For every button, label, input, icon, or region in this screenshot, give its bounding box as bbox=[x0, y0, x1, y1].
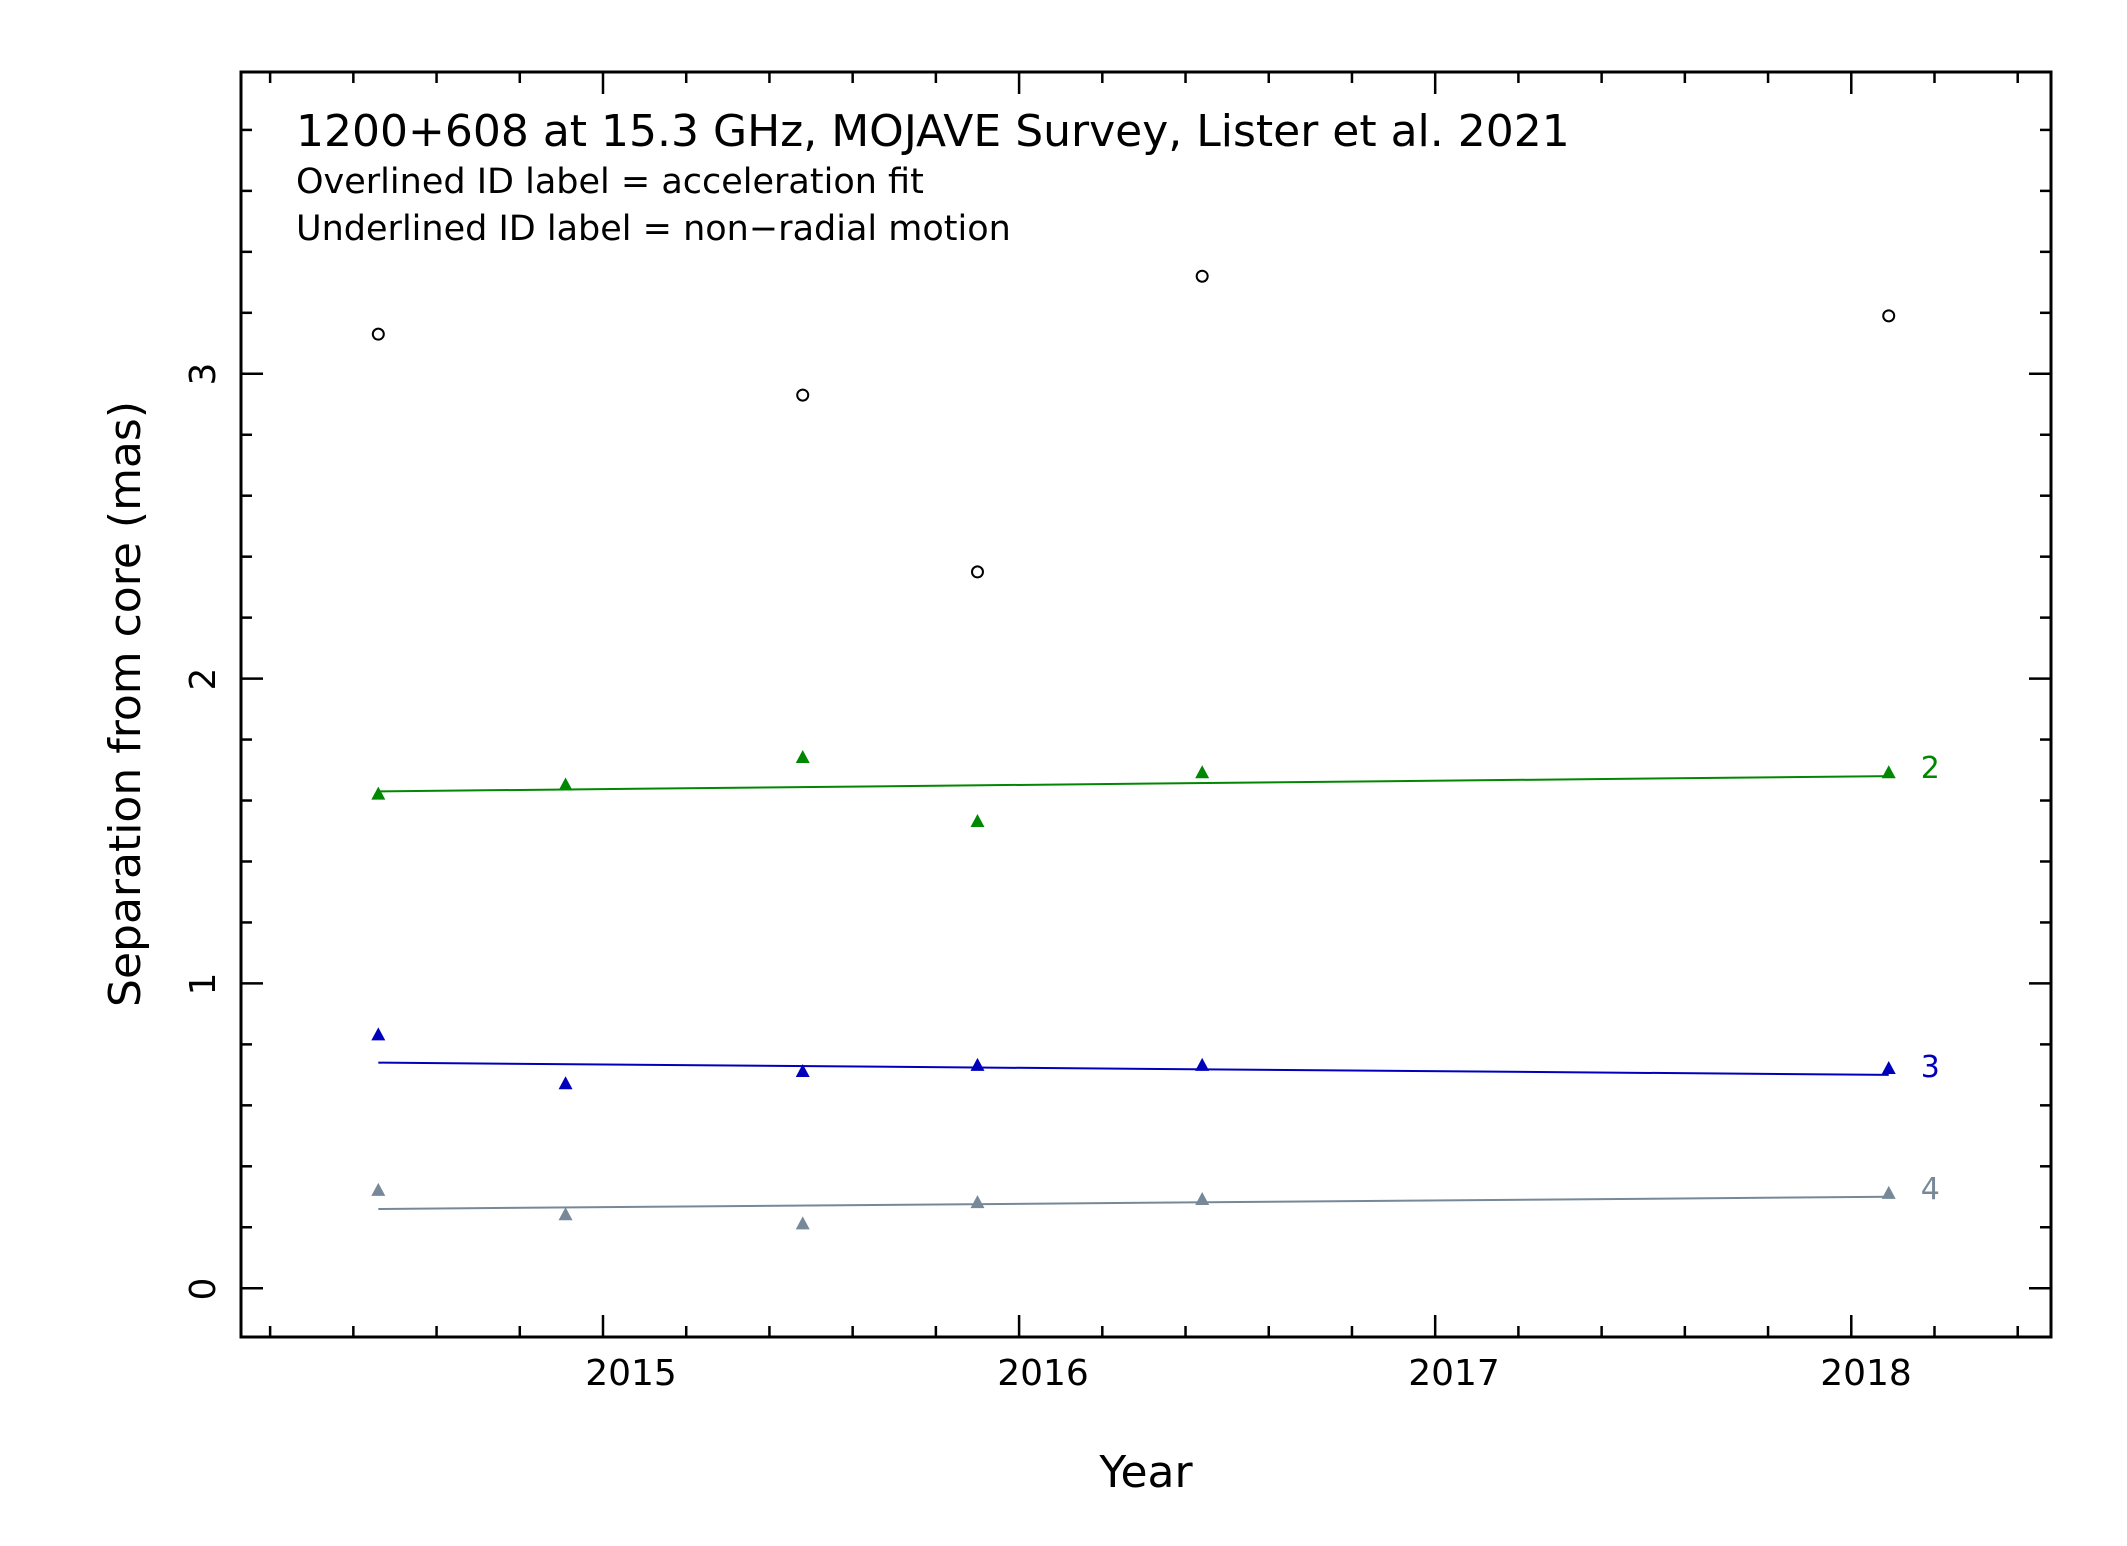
data-point-unlabeled bbox=[970, 565, 984, 579]
y-tick-label: 1 bbox=[183, 973, 224, 996]
data-point-unlabeled bbox=[796, 388, 810, 402]
data-point-3 bbox=[1195, 1057, 1210, 1071]
y-tick-labels: 0 1 2 3 bbox=[183, 363, 224, 1301]
data-point-4 bbox=[795, 1216, 810, 1230]
note-overlined: Overlined ID label = acceleration fit bbox=[296, 162, 924, 202]
x-tick-label: 2016 bbox=[997, 1353, 1089, 1394]
note-underlined: Underlined ID label = non−radial motion bbox=[296, 209, 1011, 249]
data-point-unlabeled bbox=[371, 327, 385, 341]
x-tick-label: 2018 bbox=[1820, 1353, 1912, 1394]
data-point-3 bbox=[970, 1057, 985, 1071]
data-point-3 bbox=[558, 1076, 573, 1090]
axis-ticks bbox=[241, 72, 2051, 1337]
y-tick-label: 3 bbox=[183, 363, 224, 386]
data-point-4 bbox=[970, 1195, 985, 1209]
data-point-3 bbox=[1881, 1060, 1896, 1074]
x-tick-label: 2017 bbox=[1408, 1353, 1500, 1394]
series-id-labels: 2 3 4 bbox=[1921, 751, 1940, 1207]
y-tick-label: 0 bbox=[183, 1278, 224, 1301]
chart-title: 1200+608 at 15.3 GHz, MOJAVE Survey, Lis… bbox=[296, 106, 1570, 157]
data-point-3 bbox=[371, 1027, 386, 1041]
y-axis-label: Separation from core (mas) bbox=[100, 401, 151, 1007]
fit-lines bbox=[378, 775, 1889, 1210]
y-tick-label: 2 bbox=[183, 668, 224, 691]
data-point-4 bbox=[558, 1207, 573, 1221]
data-point-2 bbox=[970, 814, 985, 828]
fit-line-4 bbox=[378, 1195, 1889, 1210]
data-point-unlabeled bbox=[1882, 309, 1896, 323]
x-axis-label: Year bbox=[1098, 1447, 1193, 1498]
series-label-3: 3 bbox=[1921, 1050, 1940, 1085]
series-label-4: 4 bbox=[1921, 1172, 1940, 1207]
data-point-2 bbox=[1195, 765, 1210, 779]
fit-line-2 bbox=[378, 775, 1889, 793]
data-point-3 bbox=[795, 1064, 810, 1078]
data-points bbox=[371, 269, 1896, 1230]
data-point-2 bbox=[558, 777, 573, 791]
x-tick-label: 2015 bbox=[585, 1353, 677, 1394]
series-label-2: 2 bbox=[1921, 751, 1940, 786]
data-point-2 bbox=[371, 786, 386, 800]
data-point-2 bbox=[795, 750, 810, 764]
plot-frame bbox=[239, 70, 2053, 1339]
data-point-unlabeled bbox=[1195, 269, 1209, 283]
data-point-2 bbox=[1881, 765, 1896, 779]
x-tick-labels: 2015 2016 2017 2018 bbox=[585, 1353, 1912, 1394]
fit-line-3 bbox=[378, 1061, 1889, 1076]
data-point-4 bbox=[1195, 1192, 1210, 1206]
data-point-4 bbox=[371, 1182, 386, 1196]
data-point-4 bbox=[1881, 1185, 1896, 1199]
